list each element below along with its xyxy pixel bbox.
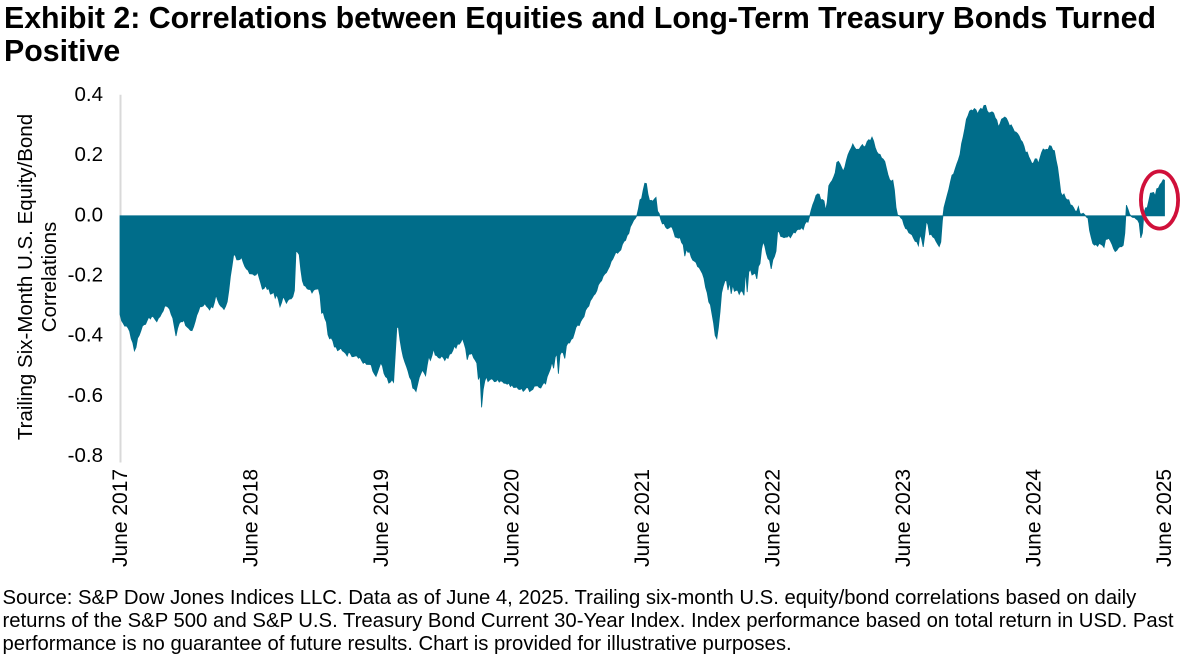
svg-text:June 2018: June 2018 (239, 469, 262, 567)
svg-text:Correlations: Correlations (38, 222, 61, 333)
svg-text:0.2: 0.2 (75, 143, 104, 166)
svg-text:June 2022: June 2022 (761, 469, 784, 567)
svg-text:-0.6: -0.6 (68, 384, 103, 407)
svg-text:-0.2: -0.2 (68, 264, 103, 287)
svg-text:Trailing Six-Month U.S. Equity: Trailing Six-Month U.S. Equity/Bond (14, 114, 37, 440)
svg-text:June 2019: June 2019 (370, 469, 393, 567)
svg-text:June 2020: June 2020 (500, 469, 523, 567)
svg-text:June 2025: June 2025 (1153, 469, 1176, 567)
svg-text:June 2017: June 2017 (109, 469, 132, 567)
svg-text:June 2021: June 2021 (631, 469, 654, 567)
svg-text:June 2024: June 2024 (1022, 469, 1045, 567)
svg-text:0.4: 0.4 (75, 83, 104, 106)
svg-text:June 2023: June 2023 (892, 469, 915, 567)
svg-text:0.0: 0.0 (75, 203, 104, 226)
svg-text:-0.4: -0.4 (68, 324, 103, 347)
svg-text:-0.8: -0.8 (68, 444, 103, 467)
